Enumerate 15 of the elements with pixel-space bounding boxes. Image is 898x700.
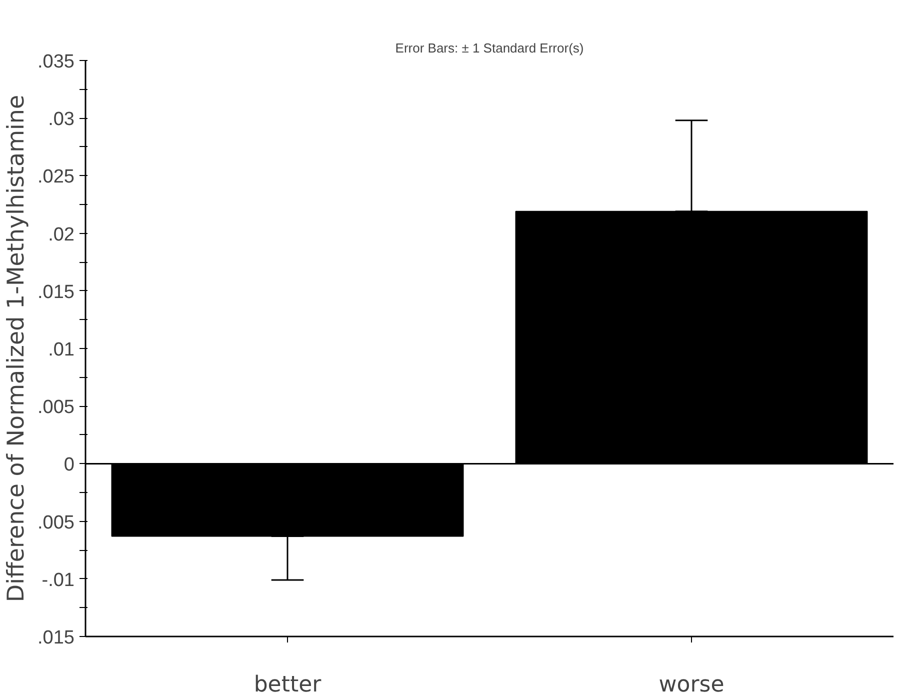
y-tick-label: .035 <box>38 52 75 72</box>
y-tick-label: .025 <box>38 166 75 188</box>
y-tick-label: .03 <box>48 109 75 130</box>
y-tick-label: 0 <box>64 454 75 476</box>
y-tick-label: .01 <box>48 340 75 360</box>
x-tick-label: better <box>254 672 322 698</box>
y-tick-label: .005 <box>38 512 75 534</box>
y-tick-label: .02 <box>48 224 75 246</box>
y-tick-label: .015 <box>38 628 75 648</box>
y-axis-title: Difference of Normalized 1-Methylhistamine <box>4 94 30 602</box>
chart-title: Error Bars: ± 1 Standard Error(s) <box>395 40 584 56</box>
y-tick-label: .005 <box>38 397 75 418</box>
y-tick-label: .015 <box>38 282 75 303</box>
x-tick-label: worse <box>658 672 724 698</box>
y-tick-label: -.01 <box>42 570 75 591</box>
